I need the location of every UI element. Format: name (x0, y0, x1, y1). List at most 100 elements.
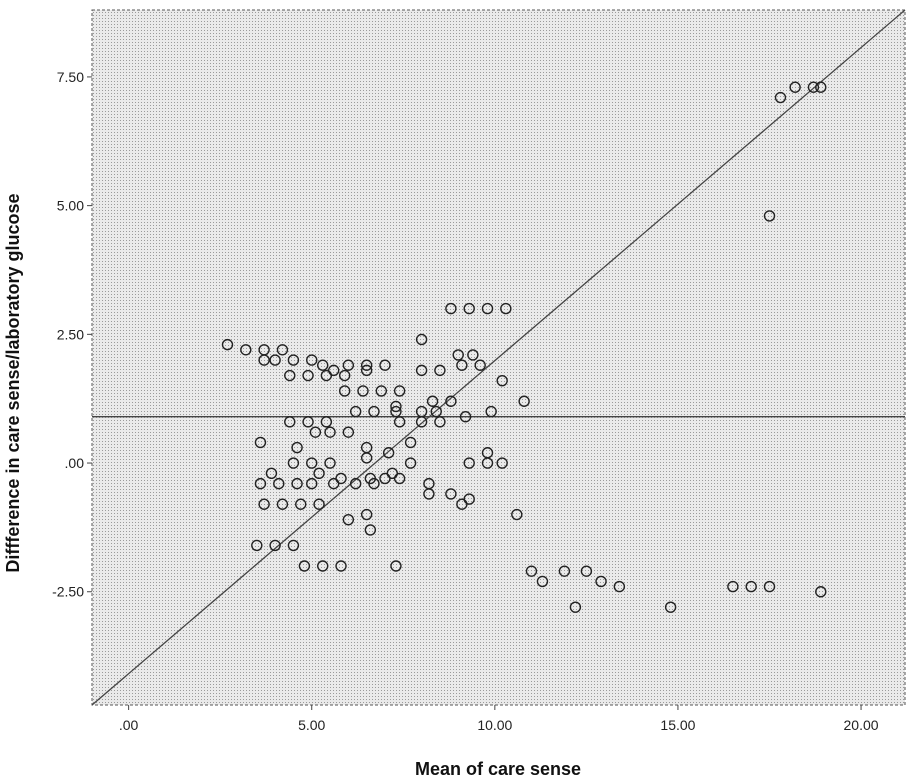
data-point (467, 349, 479, 361)
data-point (463, 302, 475, 315)
data-point (269, 539, 281, 552)
data-point (815, 81, 827, 93)
data-point (287, 457, 300, 469)
data-point (727, 580, 739, 593)
data-point (423, 488, 435, 500)
data-point (474, 359, 486, 371)
data-point (265, 467, 278, 480)
y-tick-label: 5.00 (57, 198, 84, 214)
data-point (393, 472, 406, 485)
data-point (379, 359, 391, 371)
data-point (511, 508, 523, 521)
y-axis-title: Diffference in care sense/laboratory glu… (3, 193, 23, 572)
data-point (445, 395, 457, 407)
data-point (313, 498, 325, 510)
data-point (320, 369, 333, 382)
data-point (291, 477, 303, 490)
data-point (349, 405, 362, 418)
data-point (379, 472, 391, 485)
data-point (360, 364, 373, 377)
data-point (240, 344, 252, 356)
data-point (393, 385, 406, 397)
y-axis-ticks: -2.50 .00 2.50 5.00 7.50 (52, 69, 92, 600)
data-point (445, 488, 457, 500)
data-point (313, 467, 325, 480)
data-point (390, 405, 402, 418)
data-point (258, 354, 270, 366)
y-tick-label: -2.50 (52, 584, 84, 600)
data-point (580, 565, 593, 577)
data-point (415, 416, 428, 428)
data-point (298, 560, 311, 572)
data-point (349, 477, 362, 490)
data-point (276, 344, 289, 356)
data-point (789, 81, 801, 93)
data-point (317, 560, 329, 572)
data-point (430, 405, 442, 418)
data-point (763, 210, 776, 222)
data-point (320, 416, 333, 428)
data-point (291, 441, 303, 454)
data-point (774, 91, 787, 104)
data-point (287, 539, 300, 552)
data-point (254, 436, 267, 449)
data-point (558, 565, 571, 577)
data-point (269, 354, 281, 366)
data-point (287, 354, 300, 366)
data-point (434, 364, 446, 377)
data-point (390, 560, 402, 572)
data-point (393, 416, 406, 428)
data-point (415, 364, 428, 377)
data-point (360, 359, 373, 371)
y-tick-label: 7.50 (57, 69, 84, 85)
data-point (595, 575, 607, 588)
x-axis-ticks: .00 5.00 10.00 15.00 20.00 (119, 705, 879, 733)
data-point (452, 349, 464, 361)
data-point (445, 302, 457, 315)
data-point (302, 369, 314, 382)
data-point (485, 405, 497, 418)
data-point (324, 426, 336, 438)
reference-lines (91, 9, 906, 706)
data-point (459, 411, 472, 423)
data-point (613, 580, 626, 593)
data-point (276, 498, 289, 510)
data-point (496, 457, 508, 469)
x-tick-label: 5.00 (298, 717, 325, 733)
data-point (569, 601, 582, 613)
data-point (342, 426, 355, 438)
data-point (404, 436, 417, 449)
data-point (496, 374, 508, 387)
x-axis-title: Mean of care sense (415, 759, 581, 779)
data-point (306, 477, 318, 490)
data-point (375, 385, 388, 397)
data-point (745, 580, 757, 593)
data-point (404, 457, 417, 469)
data-point (500, 302, 512, 315)
data-point (456, 498, 468, 510)
data-point (221, 338, 234, 351)
x-tick-label: 15.00 (660, 717, 695, 733)
data-point (258, 498, 270, 510)
data-point (284, 416, 296, 428)
data-point (284, 369, 296, 382)
data-point (360, 452, 373, 464)
data-point (368, 477, 380, 490)
data-point (317, 359, 329, 371)
data-point (382, 447, 395, 459)
data-point (306, 354, 318, 366)
data-point (815, 586, 827, 598)
x-tick-label: 20.00 (844, 717, 879, 733)
data-point (426, 395, 439, 407)
data-point (456, 359, 468, 371)
data-point (807, 81, 820, 93)
data-point (360, 508, 373, 521)
data-point (254, 477, 267, 490)
data-point (434, 416, 446, 428)
data-point (368, 405, 380, 418)
data-point (415, 333, 428, 346)
data-point (338, 385, 351, 397)
data-point (273, 477, 285, 490)
x-tick-label: 10.00 (477, 717, 512, 733)
